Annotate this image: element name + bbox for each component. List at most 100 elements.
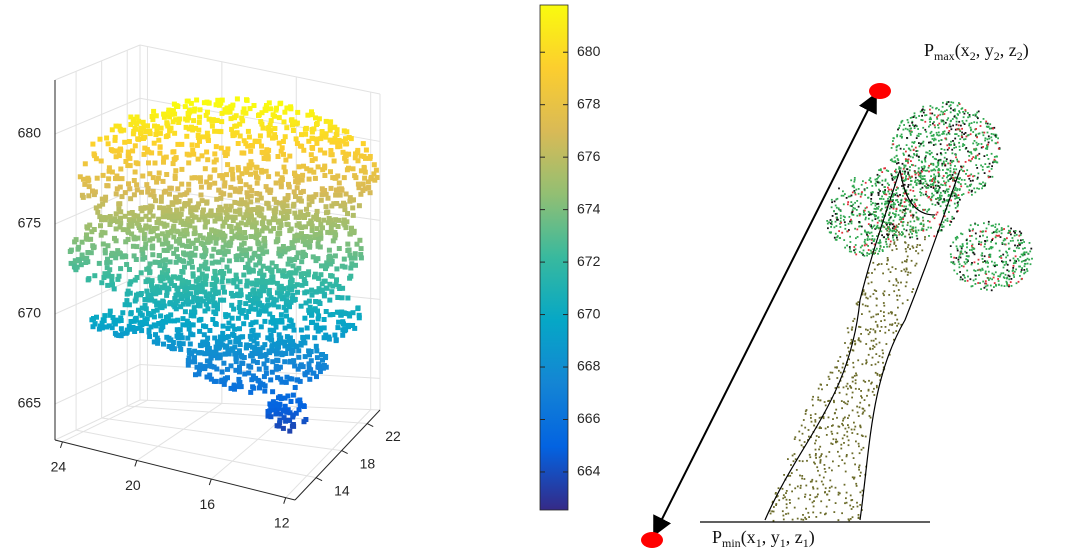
crown-point [983, 132, 985, 134]
cloud-point [120, 255, 125, 260]
crown-point [942, 106, 944, 108]
trunk-point [844, 463, 846, 465]
crown-point [972, 175, 974, 177]
trunk-point [877, 361, 879, 363]
cloud-point [272, 197, 277, 202]
crown-point [933, 134, 935, 136]
crown-point [964, 251, 966, 253]
crown-point [854, 179, 856, 181]
cloud-point [204, 302, 209, 307]
trunk-point [861, 397, 863, 399]
cloud-point [248, 304, 253, 309]
crown-point [938, 109, 940, 111]
trunk-point [845, 471, 847, 473]
crown-point [840, 215, 842, 217]
cloud-point [205, 157, 210, 162]
cloud-point [246, 371, 251, 376]
cloud-point [281, 426, 286, 431]
crown-point [938, 140, 940, 142]
trunk-point [804, 427, 806, 429]
crown-point [943, 121, 945, 123]
crown-point [931, 180, 933, 182]
trunk-point [859, 475, 861, 477]
cloud-point [337, 180, 342, 185]
crown-point [985, 271, 987, 273]
crown-point [1019, 231, 1021, 233]
crown-point [916, 137, 918, 139]
crown-point [1020, 271, 1022, 273]
trunk-point [882, 273, 884, 275]
cloud-point [98, 137, 103, 142]
cloud-point [372, 162, 377, 167]
crown-point [977, 263, 979, 265]
cloud-point [280, 177, 285, 182]
trunk-point [875, 353, 877, 355]
crown-point [997, 137, 999, 139]
cloud-point [264, 371, 269, 376]
trunk-point [840, 372, 842, 374]
crown-point [966, 261, 968, 263]
cloud-point [343, 265, 348, 270]
cloud-point [147, 334, 152, 339]
crown-point [835, 239, 837, 241]
cloud-point [268, 106, 273, 111]
trunk-point [805, 494, 807, 496]
crown-point [848, 196, 850, 198]
trunk-point [846, 403, 848, 405]
trunk-point [857, 412, 859, 414]
crown-point [929, 150, 931, 152]
cloud-point [127, 186, 132, 191]
trunk-point [861, 313, 863, 315]
crown-point [985, 283, 987, 285]
trunk-point [812, 512, 814, 514]
crown-point [1020, 232, 1022, 234]
trunk-point [893, 284, 895, 286]
cloud-point [333, 253, 338, 258]
cloud-point [237, 228, 242, 233]
cloud-point [144, 214, 149, 219]
crown-point [952, 179, 954, 181]
crown-point [934, 127, 936, 129]
crown-point [1005, 261, 1007, 263]
crown-point [898, 145, 900, 147]
crown-point [946, 177, 948, 179]
cloud-point [263, 279, 268, 284]
crown-point [1000, 236, 1002, 238]
cloud-point [230, 177, 235, 182]
crown-point [914, 203, 916, 205]
cloud-point [190, 213, 195, 218]
cloud-point [279, 312, 284, 317]
cloud-point [255, 198, 260, 203]
trunk-point [797, 518, 799, 520]
crown-point [901, 134, 903, 136]
crown-point [984, 243, 986, 245]
crown-point [935, 204, 937, 206]
crown-point [876, 178, 878, 180]
cloud-point [246, 129, 251, 134]
crown-point [869, 225, 871, 227]
crown-point [908, 174, 910, 176]
cloud-point [291, 204, 296, 209]
crown-point [982, 281, 984, 283]
crown-point [954, 116, 956, 118]
cloud-point [279, 317, 284, 322]
crown-point [905, 165, 907, 167]
cloud-point [275, 375, 280, 380]
cloud-point [114, 191, 119, 196]
x-tick [60, 442, 62, 448]
crown-point [934, 124, 936, 126]
cloud-point [237, 201, 242, 206]
crown-point [987, 132, 989, 134]
cloud-point [310, 112, 315, 117]
crown-point [954, 177, 956, 179]
crown-point [947, 220, 949, 222]
crown-point [949, 178, 951, 180]
cloud-point [267, 100, 272, 105]
cloud-point [139, 190, 144, 195]
cloud-point [172, 318, 177, 323]
crown-point [939, 194, 941, 196]
crown-point [916, 217, 918, 219]
crown-point [1002, 254, 1004, 256]
crown-point [1003, 228, 1005, 230]
crown-point [937, 164, 939, 166]
